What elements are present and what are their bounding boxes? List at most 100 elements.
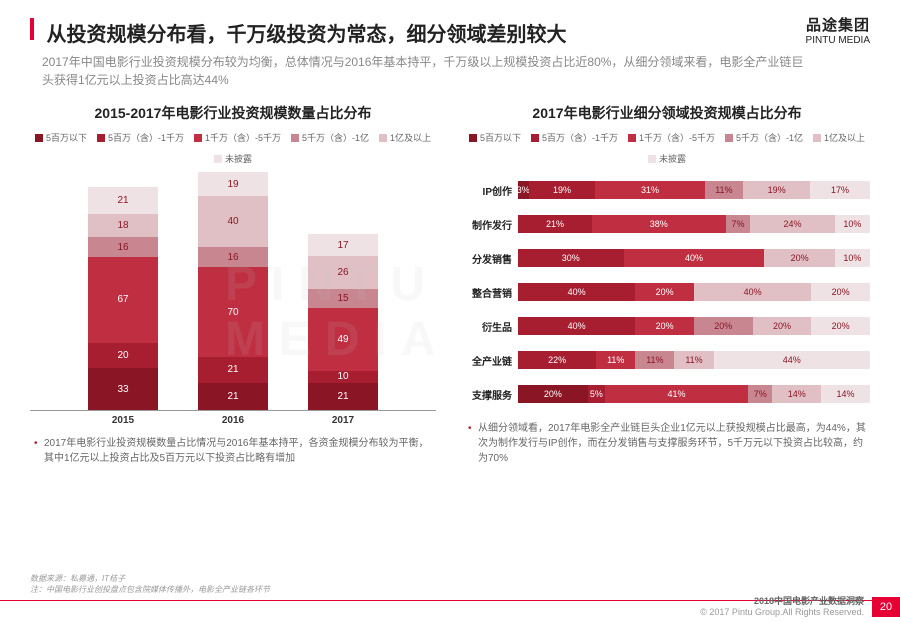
xaxis-label: 2017 xyxy=(308,415,378,426)
bar-segment: 17 xyxy=(308,234,378,256)
hbar-category-label: 全产业链 xyxy=(464,353,518,368)
legend-swatch xyxy=(214,155,222,163)
brand-logo: 品途集团 PINTU MEDIA xyxy=(806,18,870,46)
hbar-segment: 40% xyxy=(694,283,811,301)
left-note: 2017年电影行业投资规模数量占比情况与2016年基本持平，各资金规模分布较为平… xyxy=(30,436,436,466)
hbar-segment: 11% xyxy=(596,351,635,369)
hbar-row: 整合营销40%20%40%20% xyxy=(464,279,870,305)
hbar-segment: 40% xyxy=(624,249,765,267)
legend-item: 5百万（含）-1千万 xyxy=(531,131,618,144)
legend-swatch xyxy=(648,155,656,163)
hbar-row: 衍生品40%20%20%20%20% xyxy=(464,313,870,339)
hbar-category-label: 衍生品 xyxy=(464,319,518,334)
hbar-segment: 20% xyxy=(811,283,870,301)
stacked-bar-area: 211816672033 194016702121 172615491021 xyxy=(30,173,436,411)
hbar-segment: 11% xyxy=(705,181,744,199)
page-number: 20 xyxy=(872,597,900,617)
legend-swatch xyxy=(725,134,733,142)
bar-segment: 33 xyxy=(88,368,158,410)
bar-segment: 40 xyxy=(198,196,268,247)
source-text: 私募通，IT桔子 xyxy=(70,574,125,583)
hbar-segment: 10% xyxy=(835,249,870,267)
hbar-track: 21%38%7%24%10% xyxy=(518,215,870,233)
hbar-track: 22%11%11%11%44% xyxy=(518,351,870,369)
legend-swatch xyxy=(531,134,539,142)
hbar-segment: 20% xyxy=(764,249,834,267)
bar-segment: 21 xyxy=(198,357,268,384)
footer-right: 2018中国电影产业数据洞察 © 2017 Pintu Group.All Ri… xyxy=(700,596,900,619)
charts-row: 2015-2017年电影行业投资规模数量占比分布 5百万以下 5百万（含）-1千万… xyxy=(30,103,870,466)
hbar-segment: 20% xyxy=(753,317,812,335)
report-title: 2018中国电影产业数据洞察 xyxy=(700,596,864,608)
copyright: © 2017 Pintu Group.All Rights Reserved. xyxy=(700,607,864,619)
bar-segment: 15 xyxy=(308,289,378,308)
hbar-segment: 7% xyxy=(748,385,772,403)
hbar-category-label: 分发销售 xyxy=(464,251,518,266)
brand-logo-cn: 品途集团 xyxy=(806,18,870,35)
legend-item: 1千万（含）-5千万 xyxy=(628,131,715,144)
hbar-segment: 22% xyxy=(518,351,596,369)
hbar-segment: 30% xyxy=(518,249,624,267)
slide-page: PINTU MEDIA 从投资规模分布看，千万级投资为常态，细分领域差别较大 2… xyxy=(0,0,900,623)
hbar-segment: 14% xyxy=(821,385,870,403)
stacked-column: 211816672033 xyxy=(88,187,158,410)
hbar-segment: 14% xyxy=(772,385,821,403)
legend-item: 1亿及以上 xyxy=(379,131,431,144)
left-chart-title: 2015-2017年电影行业投资规模数量占比分布 xyxy=(30,103,436,123)
legend-item: 5千万（含）-1亿 xyxy=(291,131,369,144)
footnote-label: 注： xyxy=(30,585,46,594)
legend-label: 5百万以下 xyxy=(480,131,521,144)
legend-item: 5百万以下 xyxy=(469,131,521,144)
hbar-segment: 3% xyxy=(518,181,529,199)
hbar-track: 30%40%20%10% xyxy=(518,249,870,267)
bar-segment: 21 xyxy=(198,383,268,410)
left-legend: 5百万以下 5百万（含）-1千万 1千万（含）-5千万 5千万（含）-1亿 1亿及以上未… xyxy=(30,131,436,165)
stacked-column: 172615491021 xyxy=(308,234,378,410)
hbar-area: IP创作3%19%31%11%19%17%制作发行21%38%7%24%10%分… xyxy=(464,173,870,411)
hbar-segment: 44% xyxy=(714,351,870,369)
hbar-segment: 11% xyxy=(635,351,674,369)
stacked-column: 194016702121 xyxy=(198,172,268,410)
right-note: 从细分领域看，2017年电影全产业链巨头企业1亿元以上获投规模占比最高，为44%… xyxy=(464,421,870,466)
legend-label: 未披露 xyxy=(225,152,252,165)
accent-bar xyxy=(30,18,34,40)
legend-item: 未披露 xyxy=(214,152,252,165)
hbar-segment: 24% xyxy=(750,215,834,233)
hbar-segment: 5% xyxy=(588,385,605,403)
bar-segment: 70 xyxy=(198,267,268,356)
bar-segment: 16 xyxy=(198,247,268,267)
bar-segment: 67 xyxy=(88,257,158,342)
legend-item: 1亿及以上 xyxy=(813,131,865,144)
hbar-track: 20%5%41%7%14%14% xyxy=(518,385,870,403)
hbar-segment: 19% xyxy=(743,181,810,199)
hbar-segment: 20% xyxy=(694,317,753,335)
hbar-track: 3%19%31%11%19%17% xyxy=(518,181,870,199)
hbar-segment: 40% xyxy=(518,317,635,335)
legend-label: 1千万（含）-5千万 xyxy=(205,131,281,144)
bar-segment: 18 xyxy=(88,214,158,237)
footer-left: 数据来源：私募通，IT桔子 注：中国电影行业创投盘点包含院媒体传播外，电影全产业… xyxy=(30,573,270,595)
hbar-segment: 20% xyxy=(811,317,870,335)
hbar-segment: 40% xyxy=(518,283,635,301)
xaxis-label: 2015 xyxy=(88,415,158,426)
hbar-segment: 38% xyxy=(592,215,726,233)
legend-label: 1亿及以上 xyxy=(390,131,431,144)
legend-item: 未披露 xyxy=(648,152,686,165)
hbar-segment: 21% xyxy=(518,215,592,233)
source-label: 数据来源： xyxy=(30,574,70,583)
bar-segment: 49 xyxy=(308,308,378,370)
hbar-segment: 7% xyxy=(726,215,751,233)
main-title: 从投资规模分布看，千万级投资为常态，细分领域差别较大 xyxy=(46,18,566,47)
legend-label: 5千万（含）-1亿 xyxy=(302,131,369,144)
legend-label: 5百万以下 xyxy=(46,131,87,144)
legend-item: 5百万（含）-1千万 xyxy=(97,131,184,144)
hbar-segment: 10% xyxy=(835,215,870,233)
legend-item: 5百万以下 xyxy=(35,131,87,144)
legend-item: 1千万（含）-5千万 xyxy=(194,131,281,144)
xaxis-label: 2016 xyxy=(198,415,268,426)
bar-segment: 21 xyxy=(88,187,158,214)
hbar-row: 制作发行21%38%7%24%10% xyxy=(464,211,870,237)
legend-swatch xyxy=(813,134,821,142)
hbar-category-label: 支撑服务 xyxy=(464,387,518,402)
left-chart: 2015-2017年电影行业投资规模数量占比分布 5百万以下 5百万（含）-1千万… xyxy=(30,103,436,466)
